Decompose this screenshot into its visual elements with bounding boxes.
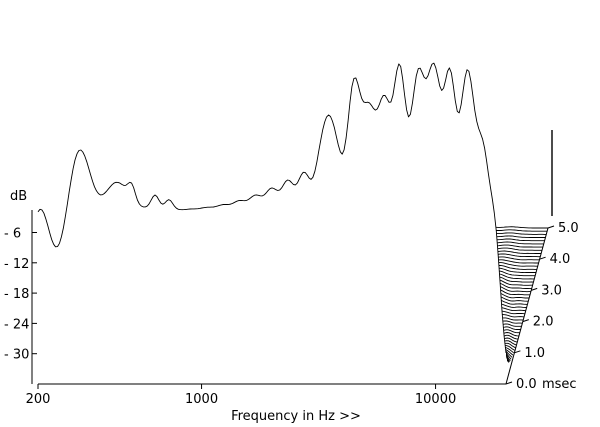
x-axis: Frequency in Hz >> 200 1000 10000 [26, 384, 456, 424]
y-tick-label: - 18 [4, 287, 29, 302]
time-tick-mark [547, 225, 555, 229]
x-tick-label: 1000 [185, 392, 218, 407]
time-tick-mark [505, 381, 513, 385]
decay-slice-line [37, 62, 507, 354]
y-tick-label: - 6 [4, 227, 21, 242]
time-axis-label: msec [542, 377, 577, 392]
y-tick-label: - 12 [4, 257, 29, 272]
time-tick-mark [522, 319, 529, 323]
time-axis-line [505, 227, 549, 385]
time-tick-label: 5.0 [558, 221, 579, 236]
slice-fill [38, 63, 506, 384]
time-axis: msec 0.0 1.0 2.0 3.0 4.0 5.0 [505, 221, 579, 392]
time-tick-label: 4.0 [550, 252, 571, 267]
time-tick-mark [514, 350, 521, 354]
x-tick-label: 10000 [415, 392, 456, 407]
time-tick-label: 2.0 [533, 315, 554, 330]
time-tick-label: 1.0 [524, 346, 545, 361]
time-tick-label: 0.0 [516, 377, 537, 392]
y-tick-label: - 30 [4, 348, 29, 363]
y-axis-label: dB [10, 189, 27, 204]
time-tick-label: 3.0 [541, 283, 562, 298]
y-axis: dB - 6 - 12 - 18 - 24 - 30 [4, 189, 37, 384]
decay-slices [37, 62, 548, 384]
y-tick-label: - 24 [4, 317, 29, 332]
time-tick-mark [539, 256, 546, 260]
x-axis-label: Frequency in Hz >> [231, 409, 361, 424]
time-tick-mark [531, 287, 538, 291]
chart-frame [38, 130, 553, 385]
x-tick-label: 200 [26, 392, 51, 407]
